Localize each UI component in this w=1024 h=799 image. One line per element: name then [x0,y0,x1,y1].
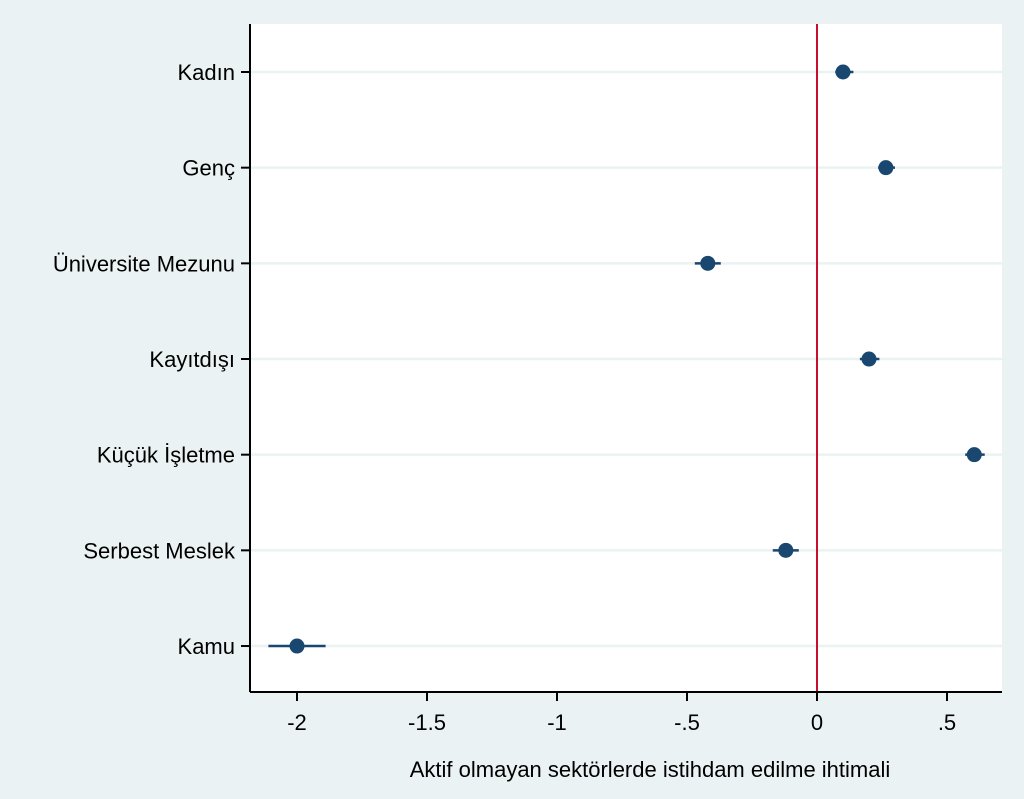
x-tick-labels: -2 -1.5 -1 -.5 0 .5 [287,710,956,735]
x-tick-label: -1 [547,710,567,735]
x-axis-title: Aktif olmayan sektörlerde istihdam edilm… [410,757,891,782]
x-tick-label: -.5 [674,710,700,735]
point-estimate [878,160,894,176]
category-label: Üniversite Mezunu [53,251,235,276]
point-estimate [700,255,716,271]
point-estimate [861,351,877,367]
axes [241,24,1002,701]
x-tick-label: .5 [938,710,956,735]
point-estimate [289,638,305,654]
category-label: Kamu [178,634,235,659]
category-label: Serbest Meslek [83,538,236,563]
point-estimate [835,64,851,80]
category-label: Küçük İşletme [97,443,235,468]
category-label: Kayıtdışı [149,347,235,372]
point-estimate [966,447,982,463]
category-labels: Kadın Genç Üniversite Mezunu Kayıtdışı Küçük… [53,60,236,659]
x-tick-label: -1.5 [408,710,446,735]
point-estimate [778,542,794,558]
category-label: Kadın [178,60,236,85]
x-tick-label: 0 [811,710,823,735]
x-tick-label: -2 [287,710,307,735]
category-label: Genç [182,156,235,181]
point-estimates [289,64,982,654]
